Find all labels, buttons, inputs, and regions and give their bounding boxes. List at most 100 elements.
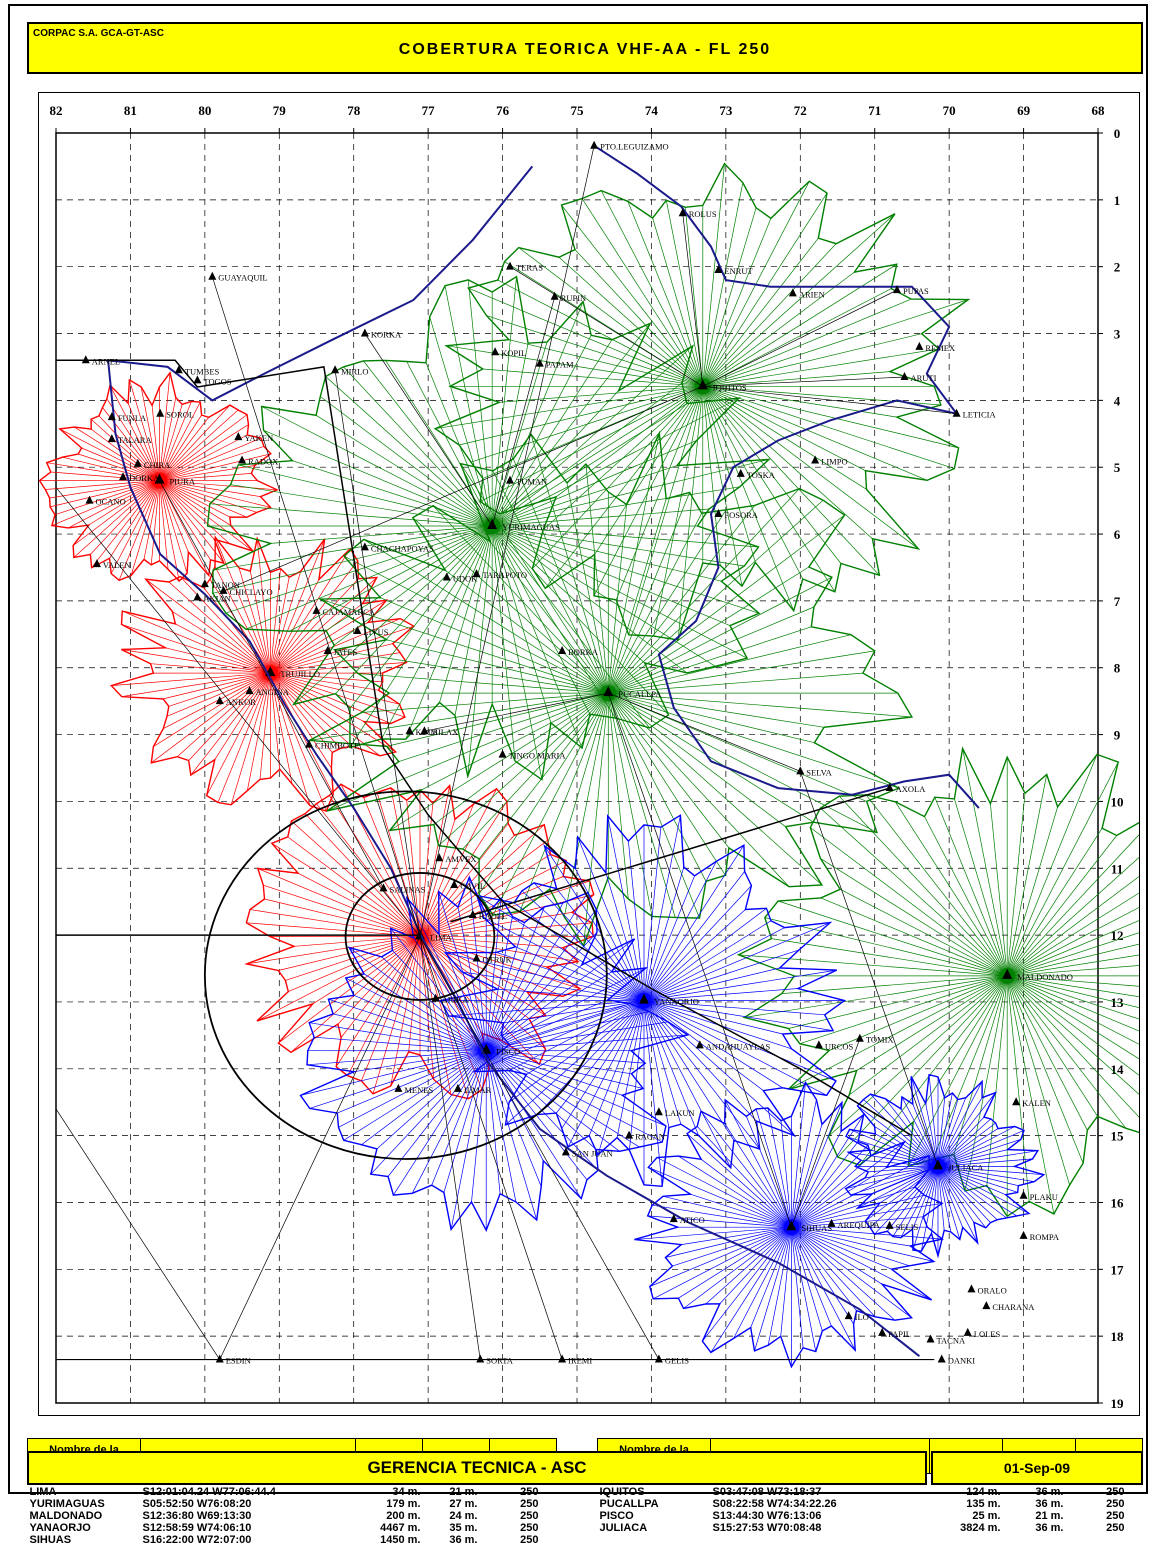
lon-tick-label: 68 — [1092, 103, 1106, 118]
boundary-line — [450, 788, 889, 922]
fl-cell: 250 — [490, 1522, 557, 1534]
coords-cell: S08:22:58 W74:34:22.26 — [711, 1498, 930, 1510]
navaid-label: IREMI — [568, 1356, 592, 1366]
navaid-label: CAVIL — [460, 881, 485, 891]
coverage-ray — [270, 571, 300, 673]
org-label: CORPAC S.A. GCA-GT-ASC — [33, 28, 164, 39]
navaid-label: SELVA — [806, 767, 832, 777]
lon-tick-label: 80 — [198, 103, 211, 118]
navaid-label: ARNEL — [92, 356, 120, 366]
coverage-ray — [159, 481, 187, 574]
coverage-ray — [703, 208, 756, 387]
navaid-label: ENRUT — [724, 266, 753, 276]
navaid-marker — [234, 432, 242, 440]
coverage-ray — [756, 1109, 791, 1227]
navaid-label: ILMAR — [464, 1085, 492, 1095]
coords-cell: S05:52:50 W76:08:20 — [141, 1498, 356, 1510]
coverage-ray — [1007, 754, 1097, 975]
coverage-ray — [755, 1227, 792, 1351]
elev-cell: 135 m. — [930, 1498, 1003, 1510]
tower-cell: 36 m. — [1003, 1486, 1076, 1498]
navaid-label: OTRUK — [483, 955, 513, 965]
coverage-ray — [278, 936, 420, 970]
coverage-ray — [653, 218, 703, 386]
navaid-marker — [499, 750, 507, 758]
navaid-label: ORALO — [977, 1285, 1006, 1295]
station-label: SIHUAS — [801, 1223, 832, 1233]
coverage-ray — [791, 1131, 841, 1227]
navaid-marker — [193, 593, 201, 601]
coverage-ray — [608, 693, 899, 788]
navaid-label: SALINAS — [389, 884, 425, 894]
coverage-ray — [550, 693, 608, 889]
elev-cell: 124 m. — [930, 1486, 1003, 1498]
navaid-label: PAPAM — [546, 360, 574, 370]
coverage-ray — [608, 693, 706, 881]
lon-tick-label: 76 — [496, 103, 510, 118]
coverage-ray — [292, 461, 492, 526]
coverage-ray — [270, 580, 319, 674]
coverage-ray — [648, 1216, 792, 1227]
lat-tick-label: 6 — [1114, 527, 1121, 542]
coverage-ray — [492, 526, 730, 626]
coverage-ray — [648, 1167, 791, 1227]
coverage-ray — [483, 369, 703, 386]
tower-cell: 27 m. — [423, 1498, 490, 1510]
elev-cell: 179 m. — [356, 1498, 423, 1510]
coverage-ray — [586, 464, 608, 693]
navaid-label: ILO — [855, 1312, 869, 1322]
coverage-ray — [703, 386, 959, 448]
navaid-label: KOPIL — [501, 348, 526, 358]
elev-cell: 200 m. — [356, 1510, 423, 1522]
navaid-label: DORKA — [129, 473, 160, 483]
navaid-marker — [811, 456, 819, 464]
station-label: PUCALLPA — [618, 689, 662, 699]
elev-cell: 3824 m. — [930, 1522, 1003, 1534]
navaid-marker — [1020, 1191, 1028, 1199]
coverage-ray — [608, 693, 866, 801]
navaid-marker — [1020, 1231, 1028, 1239]
navaid-marker — [156, 409, 164, 417]
navaid-marker — [208, 272, 216, 280]
tower-cell: 24 m. — [423, 1510, 490, 1522]
lon-tick-label: 73 — [719, 103, 733, 118]
fl-cell: 250 — [490, 1510, 557, 1522]
navaid-label: PTO.LEGUIZAMO — [600, 142, 669, 152]
navaid-label: REMEX — [925, 343, 955, 353]
coverage-ray — [665, 1227, 791, 1257]
coords-cell: S16:22:00 W72:07:00 — [141, 1534, 356, 1546]
lon-tick-label: 71 — [868, 103, 881, 118]
coverage-ray — [288, 936, 420, 991]
tower-cell: 36 m. — [423, 1534, 490, 1546]
navaid-label: RUPIN — [561, 293, 587, 303]
station-name-cell: YURIMAGUAS — [28, 1498, 141, 1510]
navaid-marker — [590, 141, 598, 149]
navaid-label: MENES — [404, 1085, 433, 1095]
coverage-ray — [629, 1001, 644, 1151]
coverage-ray — [131, 481, 159, 576]
navaid-label: ARUTI — [910, 373, 936, 383]
coverage-boundary — [739, 749, 1140, 1217]
tower-cell: 21 m. — [423, 1486, 490, 1498]
lat-tick-label: 1 — [1114, 193, 1121, 208]
navaid-label: LAKUN — [665, 1108, 695, 1118]
navaid-label: SELIS — [896, 1222, 919, 1232]
coverage-ray — [739, 955, 1008, 976]
coverage-ray — [703, 218, 771, 386]
navaid-label: KALEN — [1022, 1098, 1051, 1108]
navaid-label: ATICO — [680, 1215, 705, 1225]
coverage-ray — [1007, 793, 1025, 976]
station-label: JULIACA — [948, 1162, 984, 1172]
navaid-label: FOSORA — [724, 510, 758, 520]
station-name-cell: YANAORJO — [28, 1522, 141, 1534]
coverage-ray — [601, 191, 703, 387]
coverage-ray — [628, 201, 703, 386]
navaid-label: BORKA — [568, 647, 599, 657]
coverage-ray — [791, 1083, 805, 1228]
navaid-marker — [927, 1335, 935, 1343]
